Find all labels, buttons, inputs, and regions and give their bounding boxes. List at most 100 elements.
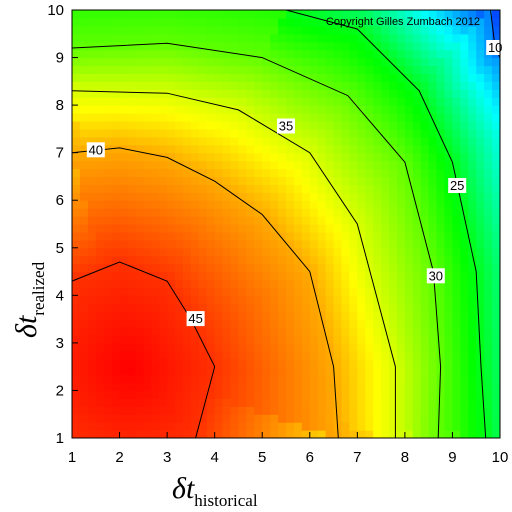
svg-text:25: 25	[450, 178, 464, 193]
heatmap-cell	[286, 160, 295, 170]
heatmap-cell	[468, 327, 477, 336]
heatmap-cell	[420, 10, 430, 19]
heatmap-cell	[79, 358, 89, 368]
heatmap-cell	[412, 136, 422, 146]
heatmap-surface	[72, 10, 500, 438]
heatmap-cell	[230, 17, 240, 27]
heatmap-cell	[309, 334, 319, 344]
heatmap-cell	[175, 279, 184, 289]
heatmap-cell	[389, 81, 398, 90]
heatmap-cell	[468, 144, 477, 154]
heatmap-cell	[182, 271, 192, 281]
heatmap-cell	[206, 168, 216, 178]
heatmap-cell	[492, 319, 500, 328]
heatmap-cell	[278, 192, 287, 201]
heatmap-cell	[214, 208, 224, 217]
heatmap-cell	[309, 200, 319, 209]
heatmap-cell	[293, 374, 303, 384]
heatmap-cell	[412, 168, 422, 178]
heatmap-cell	[182, 136, 192, 146]
heatmap-cell	[333, 192, 343, 201]
heatmap-cell	[246, 295, 255, 304]
heatmap-cell	[476, 224, 485, 233]
heatmap-cell	[87, 311, 97, 320]
heatmap-cell	[420, 263, 430, 273]
heatmap-cell	[357, 152, 366, 162]
heatmap-cell	[468, 382, 477, 392]
heatmap-cell	[270, 398, 279, 407]
heatmap-cell	[349, 49, 358, 59]
heatmap-cell	[389, 271, 398, 281]
heatmap-cell	[325, 319, 335, 328]
heatmap-cell	[72, 113, 81, 122]
heatmap-cell	[365, 342, 374, 352]
heatmap-cell	[428, 414, 438, 423]
heatmap-cell	[309, 319, 319, 328]
heatmap-cell	[404, 152, 414, 162]
heatmap-cell	[254, 176, 263, 185]
heatmap-cell	[222, 216, 232, 225]
heatmap-cell	[278, 350, 287, 360]
heatmap-cell	[72, 216, 81, 225]
heatmap-cell	[468, 303, 477, 312]
heatmap-cell	[436, 89, 446, 98]
heatmap-cell	[254, 231, 263, 241]
heatmap-cell	[404, 216, 414, 225]
heatmap-cell	[111, 334, 121, 344]
heatmap-cell	[175, 105, 184, 114]
heatmap-cell	[381, 255, 390, 265]
heatmap-cell	[357, 303, 366, 312]
heatmap-cell	[230, 81, 240, 90]
heatmap-cell	[182, 17, 192, 27]
heatmap-cell	[175, 342, 184, 352]
heatmap-cell	[182, 287, 192, 296]
heatmap-cell	[301, 200, 311, 209]
heatmap-cell	[452, 303, 461, 312]
heatmap-cell	[262, 128, 271, 138]
heatmap-cell	[452, 350, 461, 360]
heatmap-cell	[262, 152, 271, 162]
heatmap-cell	[87, 350, 97, 360]
heatmap-cell	[444, 25, 454, 35]
heatmap-cell	[428, 208, 438, 217]
heatmap-cell	[262, 57, 271, 67]
heatmap-cell	[484, 342, 493, 352]
heatmap-cell	[373, 160, 382, 170]
heatmap-cell	[135, 255, 144, 265]
heatmap-cell	[175, 128, 184, 138]
heatmap-cell	[246, 89, 255, 98]
heatmap-cell	[373, 89, 382, 98]
heatmap-cell	[254, 295, 263, 304]
heatmap-cell	[301, 406, 311, 415]
heatmap-cell	[428, 255, 438, 265]
heatmap-cell	[325, 65, 335, 75]
heatmap-cell	[301, 255, 311, 265]
heatmap-cell	[452, 81, 461, 90]
heatmap-cell	[222, 406, 232, 415]
heatmap-cell	[476, 327, 485, 336]
heatmap-cell	[111, 25, 121, 35]
heatmap-cell	[206, 25, 216, 35]
heatmap-cell	[412, 247, 422, 257]
heatmap-cell	[412, 366, 422, 376]
heatmap-cell	[333, 25, 343, 35]
heatmap-cell	[404, 406, 414, 415]
heatmap-cell	[468, 414, 477, 423]
heatmap-cell	[175, 73, 184, 82]
heatmap-cell	[103, 152, 113, 162]
heatmap-cell	[381, 144, 390, 154]
heatmap-cell	[230, 279, 240, 289]
heatmap-cell	[412, 319, 422, 328]
contour-label-30: 30	[426, 268, 445, 284]
heatmap-cell	[214, 239, 224, 249]
heatmap-cell	[103, 255, 113, 265]
heatmap-cell	[262, 144, 271, 154]
heatmap-cell	[159, 247, 168, 257]
heatmap-cell	[309, 239, 319, 249]
heatmap-cell	[286, 176, 295, 185]
heatmap-cell	[246, 176, 255, 185]
heatmap-cell	[476, 319, 485, 328]
heatmap-cell	[167, 200, 176, 209]
heatmap-cell	[349, 89, 358, 98]
heatmap-cell	[127, 120, 137, 130]
